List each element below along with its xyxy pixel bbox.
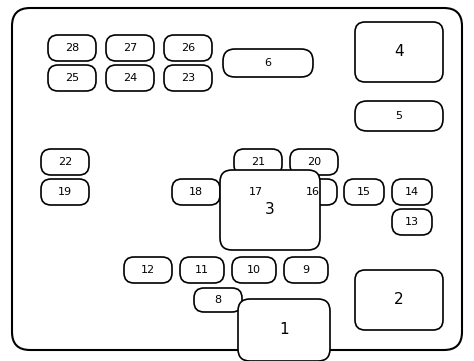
FancyBboxPatch shape	[289, 179, 337, 205]
FancyBboxPatch shape	[164, 35, 212, 61]
FancyBboxPatch shape	[106, 65, 154, 91]
FancyBboxPatch shape	[48, 65, 96, 91]
Text: 26: 26	[181, 43, 195, 53]
Text: 10: 10	[247, 265, 261, 275]
Text: 28: 28	[65, 43, 79, 53]
FancyBboxPatch shape	[41, 179, 89, 205]
FancyBboxPatch shape	[12, 8, 462, 350]
FancyBboxPatch shape	[172, 179, 220, 205]
FancyBboxPatch shape	[220, 170, 320, 250]
FancyBboxPatch shape	[223, 49, 313, 77]
FancyBboxPatch shape	[355, 270, 443, 330]
FancyBboxPatch shape	[106, 35, 154, 61]
Text: 9: 9	[302, 265, 310, 275]
Text: 14: 14	[405, 187, 419, 197]
Text: 5: 5	[395, 111, 402, 121]
FancyBboxPatch shape	[41, 149, 89, 175]
FancyBboxPatch shape	[232, 179, 280, 205]
Text: 21: 21	[251, 157, 265, 167]
FancyBboxPatch shape	[355, 22, 443, 82]
FancyBboxPatch shape	[124, 257, 172, 283]
FancyBboxPatch shape	[234, 149, 282, 175]
Text: 19: 19	[58, 187, 72, 197]
FancyBboxPatch shape	[180, 257, 224, 283]
Text: 2: 2	[394, 292, 404, 308]
Text: 22: 22	[58, 157, 72, 167]
FancyBboxPatch shape	[284, 257, 328, 283]
Text: 15: 15	[357, 187, 371, 197]
Text: 25: 25	[65, 73, 79, 83]
FancyBboxPatch shape	[392, 179, 432, 205]
FancyBboxPatch shape	[232, 257, 276, 283]
Text: 24: 24	[123, 73, 137, 83]
Text: 23: 23	[181, 73, 195, 83]
FancyBboxPatch shape	[290, 149, 338, 175]
Text: 6: 6	[264, 58, 272, 68]
FancyBboxPatch shape	[355, 101, 443, 131]
FancyBboxPatch shape	[164, 65, 212, 91]
Text: 16: 16	[306, 187, 320, 197]
Text: 20: 20	[307, 157, 321, 167]
Text: 4: 4	[394, 44, 404, 60]
Text: 12: 12	[141, 265, 155, 275]
Text: 13: 13	[405, 217, 419, 227]
Text: 1: 1	[279, 322, 289, 338]
Text: 17: 17	[249, 187, 263, 197]
FancyBboxPatch shape	[194, 288, 242, 312]
Text: 18: 18	[189, 187, 203, 197]
Text: 3: 3	[265, 203, 275, 217]
FancyBboxPatch shape	[344, 179, 384, 205]
Text: 8: 8	[214, 295, 221, 305]
FancyBboxPatch shape	[392, 209, 432, 235]
Text: 27: 27	[123, 43, 137, 53]
FancyBboxPatch shape	[48, 35, 96, 61]
FancyBboxPatch shape	[238, 299, 330, 361]
Text: 11: 11	[195, 265, 209, 275]
